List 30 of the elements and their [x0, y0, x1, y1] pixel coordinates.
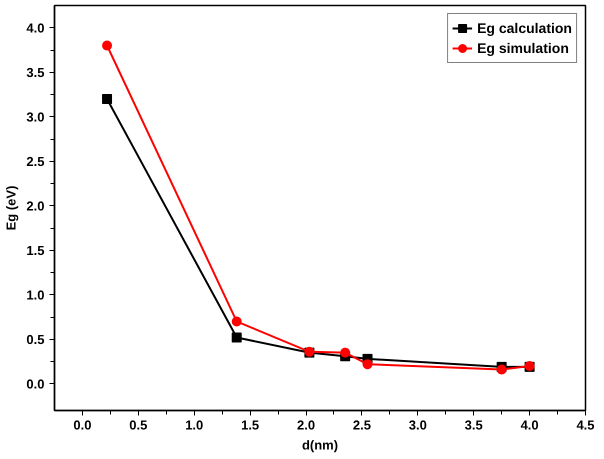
- x-tick-label: 4.5: [576, 418, 595, 432]
- point: [102, 94, 112, 104]
- y-tick-label: 1.5: [26, 242, 45, 258]
- y-axis-title: Eg (eV): [3, 186, 18, 230]
- x-tick-label: 0.0: [73, 418, 92, 432]
- y-tick-label: 3.5: [26, 64, 45, 80]
- point: [102, 40, 112, 51]
- x-tick-label: 3.5: [464, 418, 483, 432]
- legend-label: Eg calculation: [477, 20, 572, 36]
- y-tick-label: 4.0: [26, 20, 45, 36]
- point: [232, 316, 242, 326]
- x-tick-label: 0.5: [129, 418, 148, 432]
- point: [362, 359, 373, 370]
- x-tick-label: 1.5: [241, 418, 260, 432]
- y-tick-label: 2.0: [26, 198, 45, 214]
- x-tick-label: 3.0: [408, 418, 427, 432]
- y-tick-label: 1.0: [26, 287, 45, 302]
- point: [340, 348, 350, 358]
- x-tick-label: 2.0: [296, 418, 316, 432]
- x-tick-label: 2.5: [352, 418, 371, 432]
- y-tick-label: 2.5: [26, 154, 45, 169]
- x-tick-label: 1.0: [185, 418, 204, 432]
- x-tick-label: 4.0: [520, 418, 539, 432]
- point: [496, 364, 507, 375]
- y-tick-label: 0.0: [26, 376, 45, 392]
- y-tick-label: 0.5: [26, 332, 45, 347]
- y-tick-label: 3.0: [26, 109, 45, 124]
- x-axis-title: d(nm): [302, 438, 338, 452]
- legend-label: Eg simulation: [477, 40, 569, 56]
- point: [232, 332, 242, 343]
